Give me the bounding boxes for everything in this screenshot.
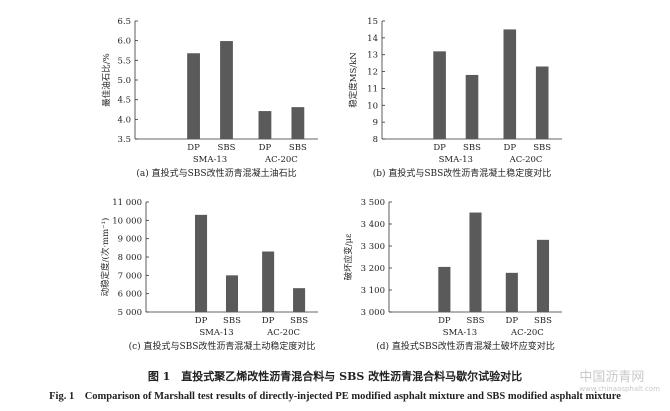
y-tick-label: 13	[367, 51, 378, 61]
bar	[536, 239, 550, 312]
panel-caption: (b) 直投式与SBS改性沥青混凝土稳定度对比	[373, 167, 552, 179]
y-tick-label: 6 000	[118, 290, 142, 300]
y-tick-label: 6.5	[117, 17, 131, 27]
y-tick-label: 3 300	[361, 242, 385, 252]
x-tick-label: DP	[433, 143, 446, 153]
bar	[465, 74, 479, 139]
x-group-label: SMA-13	[193, 155, 227, 165]
y-tick-label: 5.5	[117, 56, 131, 66]
bar	[258, 111, 272, 139]
watermark-text: 中国沥青网	[579, 370, 645, 385]
bar	[187, 53, 200, 139]
y-tick-label: 3 100	[361, 286, 385, 296]
y-tick-label: 3 400	[361, 220, 385, 230]
y-axis-label: 稳定度MS/kN	[348, 52, 359, 108]
bar	[262, 251, 275, 312]
x-tick-label: DP	[259, 143, 272, 153]
bar	[505, 272, 518, 312]
y-tick-label: 10 000	[112, 216, 142, 226]
y-tick-label: 5 000	[118, 308, 142, 318]
bar	[293, 288, 306, 312]
x-tick-label: SBS	[289, 143, 307, 153]
watermark: 中国沥青网 www.chinaasphalt.com	[579, 366, 660, 393]
chart-panel-a: 3.5 4.0 4.5 5.0 5.5 6.0 6.5 最佳油石比/% DP SBS DP SBS SM…	[101, 17, 318, 179]
x-tick-label: DP	[438, 316, 451, 326]
y-tick-label: 3 200	[361, 264, 385, 274]
y-tick-label: 14	[367, 34, 378, 44]
x-group-label: AC-20C	[264, 155, 298, 165]
x-group-label: SMA-13	[199, 328, 233, 338]
figure-title-cn: 图 1 直投式聚乙烯改性沥青混合料与 SBS 改性沥青混合料马歇尔试验对比	[147, 370, 523, 383]
x-group-label: AC-20C	[510, 328, 544, 338]
x-tick-label: DP	[187, 143, 200, 153]
y-tick-label: 3 500	[361, 198, 385, 208]
x-tick-label: DP	[504, 143, 517, 153]
y-tick-label: 6.0	[117, 37, 131, 47]
chart-panel-b: 8 9 10 11 12 13 14 15 稳定度MS/kN DP SBS DP SBS SMA-13 AC…	[348, 17, 562, 179]
watermark-url: www.chinaasphalt.com	[579, 385, 660, 393]
x-tick-label: DP	[195, 316, 208, 326]
chart-panel-c: 5 000 6 000 7 000 8 000 9 000 10 000 11 000动稳定…	[100, 198, 318, 352]
y-tick-label: 7 000	[118, 271, 142, 281]
y-tick-label: 11	[367, 84, 378, 94]
x-group-label: AC-20C	[509, 155, 543, 165]
x-tick-label: SBS	[290, 316, 308, 326]
y-tick-label: 5.0	[117, 76, 131, 86]
bar	[469, 212, 482, 312]
bar	[291, 107, 305, 139]
y-axis-label: 最佳油石比/%	[101, 53, 112, 106]
y-tick-label: 3.5	[117, 135, 131, 145]
bar	[503, 29, 517, 139]
bar	[535, 66, 549, 139]
y-tick-label: 15	[367, 17, 378, 27]
bar	[225, 275, 239, 312]
y-tick-label: 11 000	[112, 198, 142, 208]
y-tick-label: 3 000	[361, 308, 385, 318]
x-tick-label: DP	[262, 316, 275, 326]
x-tick-label: SBS	[534, 316, 552, 326]
y-tick-label: 12	[367, 68, 378, 78]
panel-caption: (a) 直投式与SBS改性沥青混凝土油石比	[136, 167, 296, 179]
panel-caption: (d) 直投式SBS改性沥青混凝土破坏应变对比	[376, 340, 555, 352]
bar	[220, 41, 233, 140]
x-group-label: AC-20C	[266, 328, 300, 338]
x-group-label: SMA-13	[439, 155, 473, 165]
x-tick-label: SBS	[218, 143, 236, 153]
bar	[438, 266, 451, 312]
y-tick-label: 4.0	[117, 115, 131, 125]
chart-panel-d: 3 000 3 100 3 200 3 300 3 400 3 500 破坏应变/με DP S…	[343, 198, 562, 352]
y-tick-label: 10	[367, 101, 378, 111]
x-tick-label: SBS	[463, 143, 481, 153]
x-tick-label: SBS	[467, 316, 485, 326]
x-tick-label: DP	[506, 316, 519, 326]
y-axis-label: 破坏应变/με	[343, 233, 354, 280]
y-tick-label: 8	[373, 135, 378, 145]
y-tick-label: 4.5	[117, 96, 131, 106]
y-axis-label: 动稳定度/(次·mm⁻¹)	[100, 218, 111, 297]
y-tick-label: 8 000	[118, 253, 142, 263]
y-tick-label: 9	[373, 118, 378, 128]
bar	[433, 51, 446, 139]
figure-title-en: Fig. 1 Comparison of Marshall test resul…	[49, 391, 621, 402]
x-tick-label: SBS	[223, 316, 241, 326]
x-group-label: SMA-13	[443, 328, 477, 338]
y-tick-label: 9 000	[118, 235, 142, 245]
bar	[195, 214, 208, 312]
panel-caption: (c) 直投式与SBS改性沥青混凝土动稳定度对比	[129, 340, 316, 352]
x-tick-label: SBS	[533, 143, 551, 153]
